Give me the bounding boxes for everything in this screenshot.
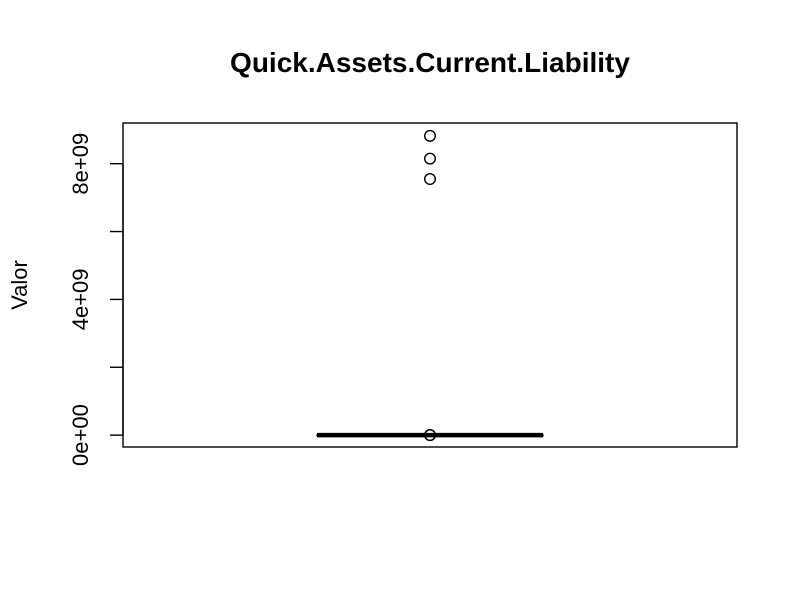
outlier-point [424,429,437,442]
outlier-point [424,172,437,185]
y-tick-label: 4e+09 [68,269,93,331]
y-axis: 0e+00 4e+09 8e+09 [68,133,124,466]
plot-frame [122,122,738,448]
outlier-point [424,152,437,165]
y-tick-label: 0e+00 [68,404,93,466]
outlier-point [424,129,437,142]
y-tick-label: 8e+09 [68,133,93,195]
boxplot-marks [316,129,544,442]
y-axis-label: Valor [7,260,32,310]
chart-title: Quick.Assets.Current.Liability [230,47,630,78]
